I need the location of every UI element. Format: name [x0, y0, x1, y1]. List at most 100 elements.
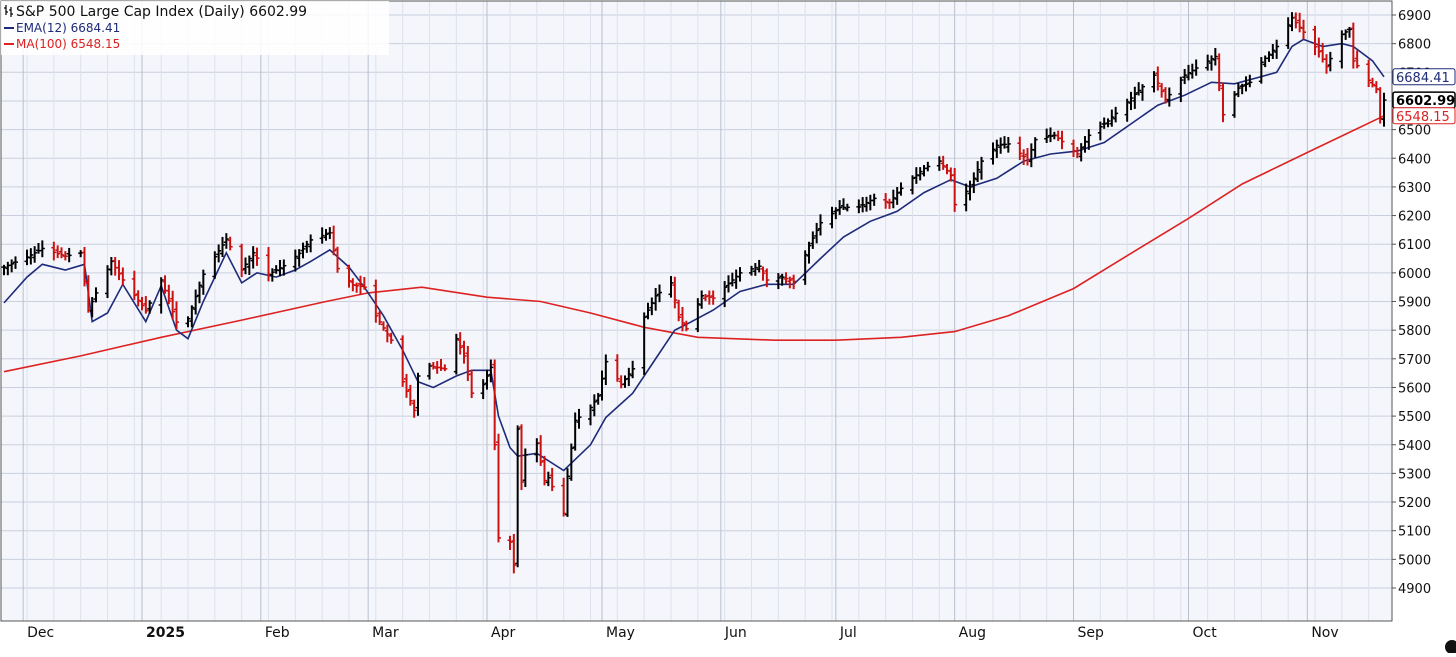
price-bar — [576, 408, 582, 429]
ema-12-layer — [3, 38, 1385, 472]
price-bar — [779, 273, 785, 286]
price-bar — [676, 299, 682, 322]
price-bar — [1324, 54, 1329, 74]
price-bar — [1140, 84, 1145, 101]
x-tick-label: Apr — [491, 625, 515, 641]
price-bar — [595, 392, 601, 405]
price-bar — [250, 246, 256, 269]
price-bar — [400, 335, 406, 387]
price-bar — [384, 324, 390, 343]
price-bar — [1243, 76, 1249, 92]
price-bar — [377, 311, 383, 326]
x-tick-label: Jul — [839, 625, 857, 641]
legend-background — [1, 1, 389, 55]
price-bar — [373, 279, 379, 323]
price-bar — [542, 455, 547, 486]
price-bar — [561, 477, 567, 517]
y-tick-label: 5700 — [1398, 353, 1431, 368]
x-tick-label: Feb — [265, 625, 290, 641]
chart-title: S&P 500 Large Cap Index (Daily) 6602.99 — [16, 4, 307, 20]
marker-label: 6548.15 — [1396, 110, 1450, 125]
price-bar — [890, 189, 896, 209]
price-bar — [910, 175, 915, 195]
legend: S&P 500 Large Cap Index (Daily) 6602.99 … — [1, 1, 389, 55]
x-tick-label: Aug — [959, 625, 986, 641]
price-bar — [925, 161, 931, 172]
price-bar — [220, 236, 225, 258]
price-bar — [814, 222, 820, 244]
price-bar — [131, 270, 137, 301]
price-bar — [519, 424, 524, 491]
price-bar — [614, 354, 620, 382]
price-bar — [1370, 77, 1375, 88]
y-tick-label: 5600 — [1398, 381, 1431, 396]
price-bar — [963, 183, 969, 212]
price-bar — [453, 333, 459, 375]
price-bar — [511, 534, 517, 574]
price-bar — [269, 268, 275, 282]
price-bar — [1347, 26, 1352, 38]
price-bar — [1025, 147, 1030, 166]
price-bar — [1266, 51, 1272, 62]
ema-12-line — [3, 38, 1385, 472]
price-bar — [1366, 59, 1372, 88]
price-bar — [1017, 136, 1023, 160]
price-bar — [1316, 37, 1322, 58]
price-bar — [1293, 12, 1299, 29]
price-bar — [588, 404, 593, 426]
price-bar — [1350, 22, 1356, 69]
price-bar — [917, 167, 923, 181]
grid-lines — [1, 1, 1392, 621]
price-bar — [1078, 143, 1084, 162]
price-bar — [1182, 68, 1188, 85]
price-bar — [55, 245, 61, 259]
price-bar — [668, 276, 674, 298]
price-bar — [894, 187, 900, 205]
price-bar — [775, 273, 781, 290]
y-tick-label: 5800 — [1398, 324, 1431, 339]
marker-box — [1392, 68, 1456, 86]
price-bar — [710, 290, 716, 305]
price-bar — [354, 282, 360, 293]
price-bar — [361, 277, 367, 290]
price-bar — [837, 200, 843, 215]
price-bar — [940, 155, 946, 170]
price-bar — [59, 247, 64, 259]
price-bar — [1209, 55, 1214, 71]
price-bar — [189, 305, 195, 328]
price-bar — [883, 193, 889, 209]
price-bar — [1097, 121, 1103, 141]
price-bar — [871, 193, 877, 206]
price-bar — [952, 167, 958, 212]
price-bar — [515, 425, 521, 568]
price-bar — [281, 259, 287, 276]
price-bar — [1274, 39, 1280, 59]
price-bar — [695, 298, 701, 333]
price-bar — [1186, 64, 1191, 81]
price-bar — [752, 263, 758, 276]
y-tick-label: 5200 — [1398, 496, 1431, 511]
price-bar — [246, 255, 252, 276]
price-bar — [1216, 53, 1222, 92]
price-bar — [1032, 137, 1038, 158]
price-bar — [522, 448, 528, 488]
price-bar — [1178, 76, 1184, 103]
price-bar — [32, 246, 38, 263]
price-bar — [404, 373, 409, 398]
price-bar — [829, 206, 835, 229]
price-bar — [1312, 25, 1318, 56]
price-bar — [1074, 147, 1080, 159]
price-bar — [430, 362, 436, 370]
price-bar — [1239, 83, 1245, 95]
price-bar — [844, 203, 850, 212]
price-bar — [135, 290, 141, 307]
price-bar — [93, 287, 99, 303]
price-bar — [212, 251, 218, 279]
price-bar — [480, 379, 486, 400]
price-bar — [591, 394, 597, 417]
price-bar — [331, 225, 337, 256]
price-bar — [549, 467, 555, 492]
price-bar — [185, 316, 191, 328]
